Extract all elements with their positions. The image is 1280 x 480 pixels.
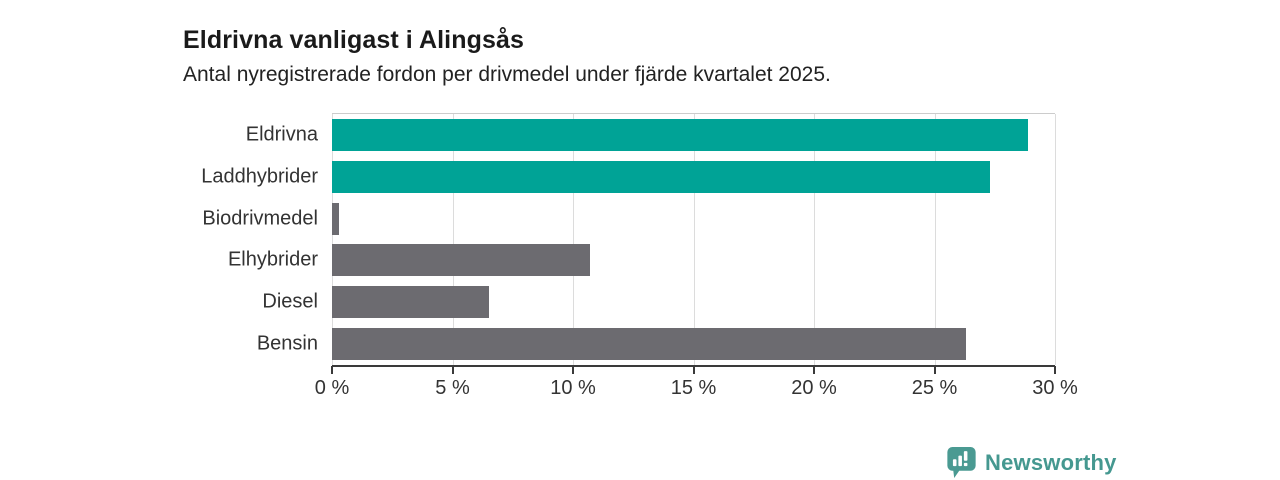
gridline xyxy=(814,114,815,365)
plot-area: Eldrivna Laddhybrider Biodrivmedel Elhybrid… xyxy=(201,113,1056,367)
gridline xyxy=(452,114,454,365)
x-tick-label: 30 % xyxy=(1032,377,1078,399)
gridline xyxy=(573,114,574,365)
bar-biodrivmedel xyxy=(332,202,340,235)
x-tick-label: 10 % xyxy=(550,377,596,399)
bar-laddhybrider xyxy=(332,160,990,193)
newsworthy-logo-label: Newsworthy xyxy=(985,449,1117,475)
newsworthy-logo-icon xyxy=(946,446,977,479)
newsworthy-logo[interactable]: Newsworthy xyxy=(946,446,1117,479)
chart-subtitle: Antal nyregistrerade fordon per drivmede… xyxy=(183,63,831,86)
bar-row: Bensin xyxy=(257,328,1055,361)
x-tick-mark xyxy=(933,366,936,374)
category-label: Bensin xyxy=(256,332,318,355)
bar-row: Eldrivna xyxy=(246,118,1055,151)
bar-diesel xyxy=(332,286,489,319)
category-label: Biodrivmedel xyxy=(202,207,318,230)
x-tick-mark xyxy=(331,366,333,374)
bar-elhybrider xyxy=(332,244,590,277)
page-title: Eldrivna vanligast i Alingsås xyxy=(183,25,524,54)
category-label: Laddhybrider xyxy=(201,165,318,188)
bar-eldrivna xyxy=(332,118,1029,151)
bar-row: Elhybrider xyxy=(228,244,1055,277)
x-axis: 0 % 5 % 10 % 15 % 20 % 25 % 30 % xyxy=(315,366,1078,408)
bar-row: Biodrivmedel xyxy=(202,202,1055,235)
x-tick-mark xyxy=(572,366,574,374)
x-tick-label: 15 % xyxy=(670,377,717,399)
gridline xyxy=(934,114,936,365)
x-tick-label: 5 % xyxy=(435,377,470,399)
category-label: Diesel xyxy=(262,290,318,313)
category-label: Eldrivna xyxy=(245,123,318,146)
gridline xyxy=(332,114,333,365)
gridline xyxy=(1055,114,1056,365)
x-tick-mark xyxy=(813,366,815,374)
x-tick-mark xyxy=(692,366,695,374)
category-label: Elhybrider xyxy=(227,248,318,271)
bar-rows: Eldrivna Laddhybrider Biodrivmedel Elhybrid… xyxy=(201,114,1055,365)
x-tick-mark xyxy=(451,366,454,374)
x-tick-label: 0 % xyxy=(314,377,350,399)
x-tick-label: 25 % xyxy=(911,377,958,399)
bar-row: Laddhybrider xyxy=(201,160,1055,193)
bar-row: Diesel xyxy=(262,286,1055,319)
x-tick-label: 20 % xyxy=(791,377,837,399)
x-tick-mark xyxy=(1054,366,1056,374)
gridline xyxy=(693,114,695,365)
bar-bensin xyxy=(332,328,966,361)
